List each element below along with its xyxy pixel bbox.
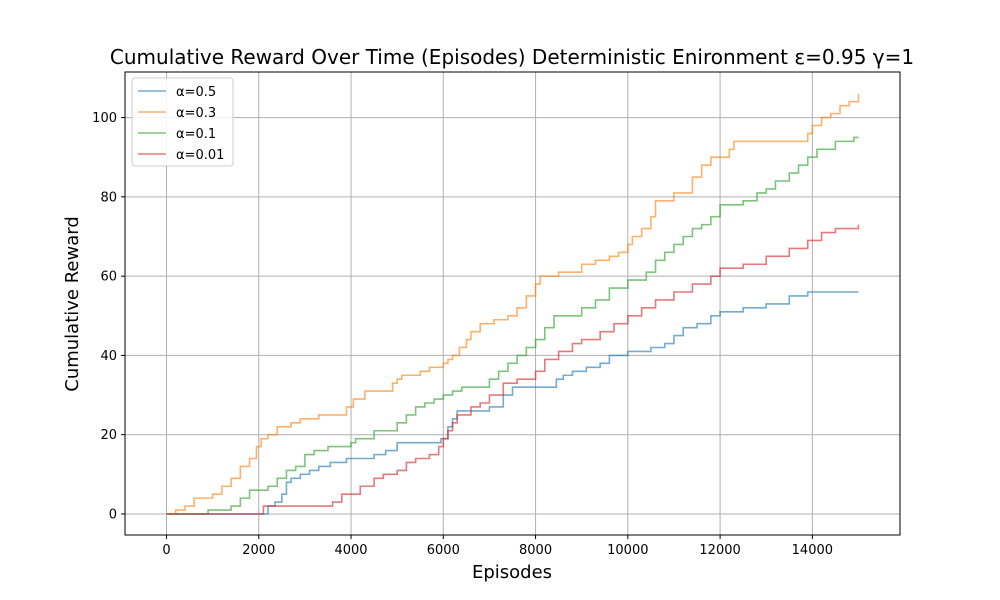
x-tick-label: 2000 — [242, 543, 275, 558]
legend-label: α=0.5 — [176, 85, 216, 100]
x-tick-label: 12000 — [699, 543, 740, 558]
x-axis-label: Episodes — [472, 562, 552, 583]
plot-frame — [124, 71, 901, 536]
y-tick-label: 0 — [109, 507, 117, 522]
y-tick-label: 20 — [100, 428, 117, 443]
y-tick-label: 40 — [100, 349, 117, 364]
y-tick-label: 60 — [100, 270, 117, 285]
legend-box — [131, 77, 234, 167]
y-tick-label: 100 — [92, 111, 117, 126]
x-tick-label: 6000 — [427, 543, 460, 558]
x-tick-label: 14000 — [792, 543, 833, 558]
chart-title: Cumulative Reward Over Time (Episodes) D… — [110, 45, 914, 69]
legend-label: α=0.3 — [176, 106, 216, 121]
legend-label: α=0.01 — [176, 148, 224, 163]
legend: α=0.5 α=0.3 α=0.1 α=0.01 — [131, 77, 234, 167]
x-ticks: 0 2000 4000 6000 8000 10000 12000 14000 — [162, 535, 833, 558]
y-tick-label: 80 — [100, 190, 117, 205]
legend-label: α=0.1 — [176, 127, 216, 142]
y-ticks: 0 20 40 60 80 100 — [92, 111, 125, 522]
x-tick-label: 4000 — [334, 543, 367, 558]
x-tick-label: 0 — [162, 543, 170, 558]
x-tick-label: 10000 — [607, 543, 648, 558]
series-line-3 — [166, 224, 860, 515]
y-axis-label: Cumulative Reward — [62, 216, 83, 392]
series-line-1 — [166, 93, 860, 515]
series-line-0 — [166, 291, 859, 515]
series-line-2 — [166, 136, 859, 515]
series-layer — [166, 93, 860, 515]
x-tick-label: 8000 — [519, 543, 552, 558]
